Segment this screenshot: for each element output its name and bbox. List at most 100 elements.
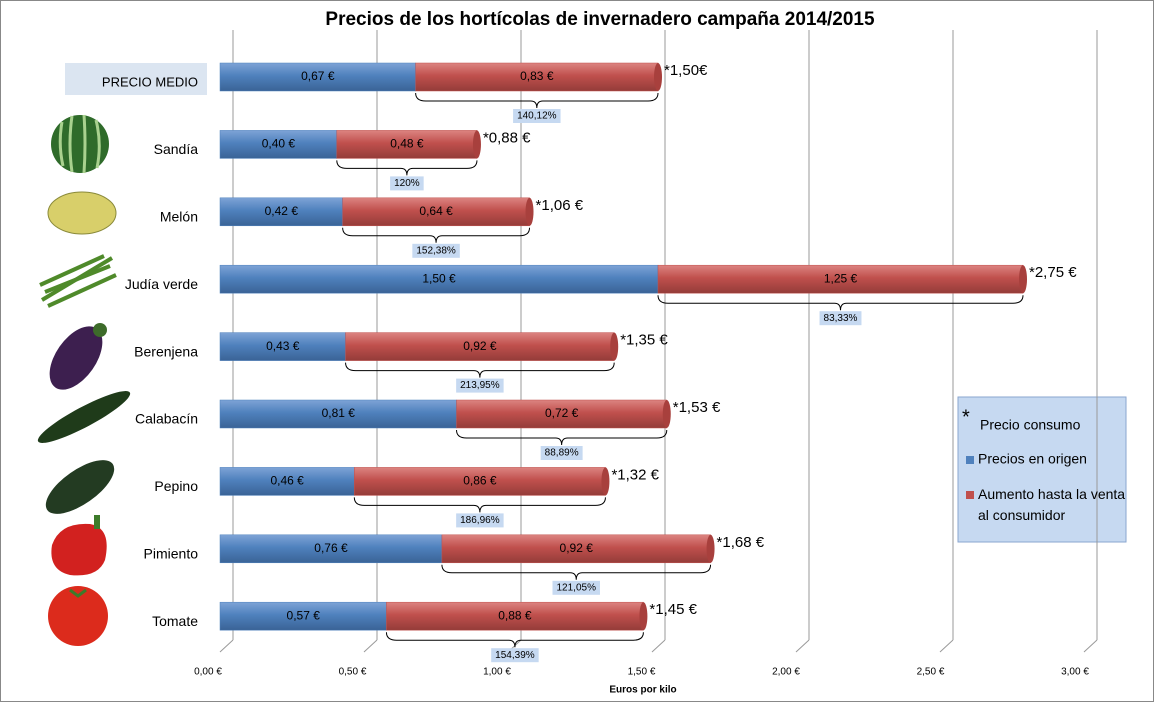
bar-segment (354, 467, 606, 496)
increase-label-bg (513, 109, 561, 123)
category-label: Berenjena (134, 343, 198, 359)
price-label: *1,50€ (664, 62, 708, 79)
value-label: 0,42 € (265, 204, 299, 218)
legend-swatch (966, 491, 974, 499)
category-label: Sandía (154, 141, 199, 157)
value-label: 0,43 € (266, 339, 300, 353)
category-label: Judía verde (125, 276, 198, 292)
bar-segment (219, 467, 355, 496)
value-label: 0,92 € (560, 541, 594, 555)
price-label: *0,88 € (483, 129, 531, 146)
price-label: *1,06 € (536, 197, 584, 214)
increase-label-bg (456, 513, 504, 528)
brace (342, 227, 531, 243)
increase-label: 83,33% (824, 313, 858, 324)
category-label: Pimiento (144, 546, 199, 562)
tick-mark (939, 639, 954, 653)
x-tick-label: 0,00 € (194, 667, 222, 678)
bar-cap (639, 602, 648, 631)
value-label: 0,72 € (545, 406, 579, 420)
brace (657, 295, 1024, 311)
bar-segment (415, 62, 659, 92)
bar-cap (654, 63, 662, 91)
increase-label: 186,96% (460, 515, 500, 526)
bar-segment (219, 130, 338, 159)
value-label: 0,76 € (314, 541, 348, 555)
brace (456, 429, 668, 446)
value-label: 0,40 € (262, 137, 296, 151)
value-label: 1,50 € (422, 271, 456, 285)
price-label: *1,32 € (611, 466, 659, 483)
tick-mark (1083, 639, 1098, 653)
legend-note: Precio consumo (980, 417, 1081, 433)
value-label: 1,25 € (824, 271, 858, 285)
increase-label: 88,89% (545, 448, 579, 459)
bar-segment (219, 332, 346, 361)
bar-cap (706, 534, 715, 563)
x-tick-label: 1,00 € (483, 667, 511, 678)
legend-box (957, 396, 1127, 543)
legend-marker: * (962, 406, 970, 428)
bar-cap (610, 332, 619, 361)
increase-label: 152,38% (416, 245, 456, 256)
bar-cap (601, 467, 610, 496)
bar-cap (1019, 265, 1027, 294)
bar-segment (441, 534, 711, 564)
bar-segment (342, 197, 530, 227)
bar-segment (219, 534, 443, 564)
increase-label: 140,12% (517, 111, 557, 122)
bar-segment (336, 130, 478, 159)
increase-label: 120% (394, 178, 420, 189)
value-label: 0,48 € (390, 137, 424, 151)
bar-segment (219, 399, 457, 429)
legend-swatch (966, 456, 974, 464)
bar-segment (657, 264, 1024, 294)
bar-cap (525, 197, 534, 226)
bar-segment (219, 197, 343, 227)
price-label: *2,75 € (1029, 264, 1077, 281)
x-tick-label: 0,50 € (339, 667, 367, 678)
bar-cap (472, 130, 481, 159)
category-label: Pepino (154, 478, 198, 494)
chart-title: Precios de los hortícolas de invernadero… (325, 9, 875, 30)
increase-label-bg (552, 580, 600, 595)
increase-label-bg (412, 243, 460, 258)
tick-mark (363, 639, 378, 653)
x-axis-label: Euros por kilo (609, 685, 676, 696)
bar-segment (386, 601, 644, 631)
brace (385, 632, 644, 648)
value-label: 0,86 € (463, 474, 497, 488)
brace (345, 362, 615, 378)
value-label: 0,57 € (287, 608, 321, 622)
bar-segment (456, 399, 668, 429)
bar-cap (662, 400, 671, 428)
tick-mark (651, 639, 666, 653)
value-label: 0,92 € (463, 339, 497, 353)
increase-label: 213,95% (460, 380, 500, 391)
brace (441, 564, 712, 580)
value-label: 0,88 € (498, 608, 532, 622)
x-tick-label: 2,00 € (772, 667, 800, 678)
brace (336, 160, 478, 176)
increase-label-bg (540, 446, 583, 460)
value-label: 0,81 € (322, 406, 356, 420)
price-label: *1,45 € (649, 601, 697, 618)
icons (37, 114, 131, 646)
increase-label-bg (456, 378, 504, 393)
increase-label: 154,39% (495, 650, 535, 661)
bar-segment (219, 601, 387, 631)
category-highlight (65, 63, 207, 95)
increase-label-bg (491, 648, 539, 663)
price-label: *1,53 € (673, 399, 721, 416)
tick-mark (219, 639, 234, 653)
x-tick-label: 3,00 € (1061, 667, 1089, 678)
bar-segment (219, 264, 659, 294)
value-label: 0,67 € (301, 69, 335, 83)
legend-label: Precios en origen (978, 451, 1087, 467)
value-label: 0,64 € (419, 204, 453, 218)
value-label: 0,83 € (520, 69, 554, 83)
x-tick-label: 1,50 € (628, 667, 656, 678)
x-tick-label: 2,50 € (917, 667, 945, 678)
price-label: *1,35 € (620, 332, 668, 349)
tick-mark (795, 639, 810, 653)
